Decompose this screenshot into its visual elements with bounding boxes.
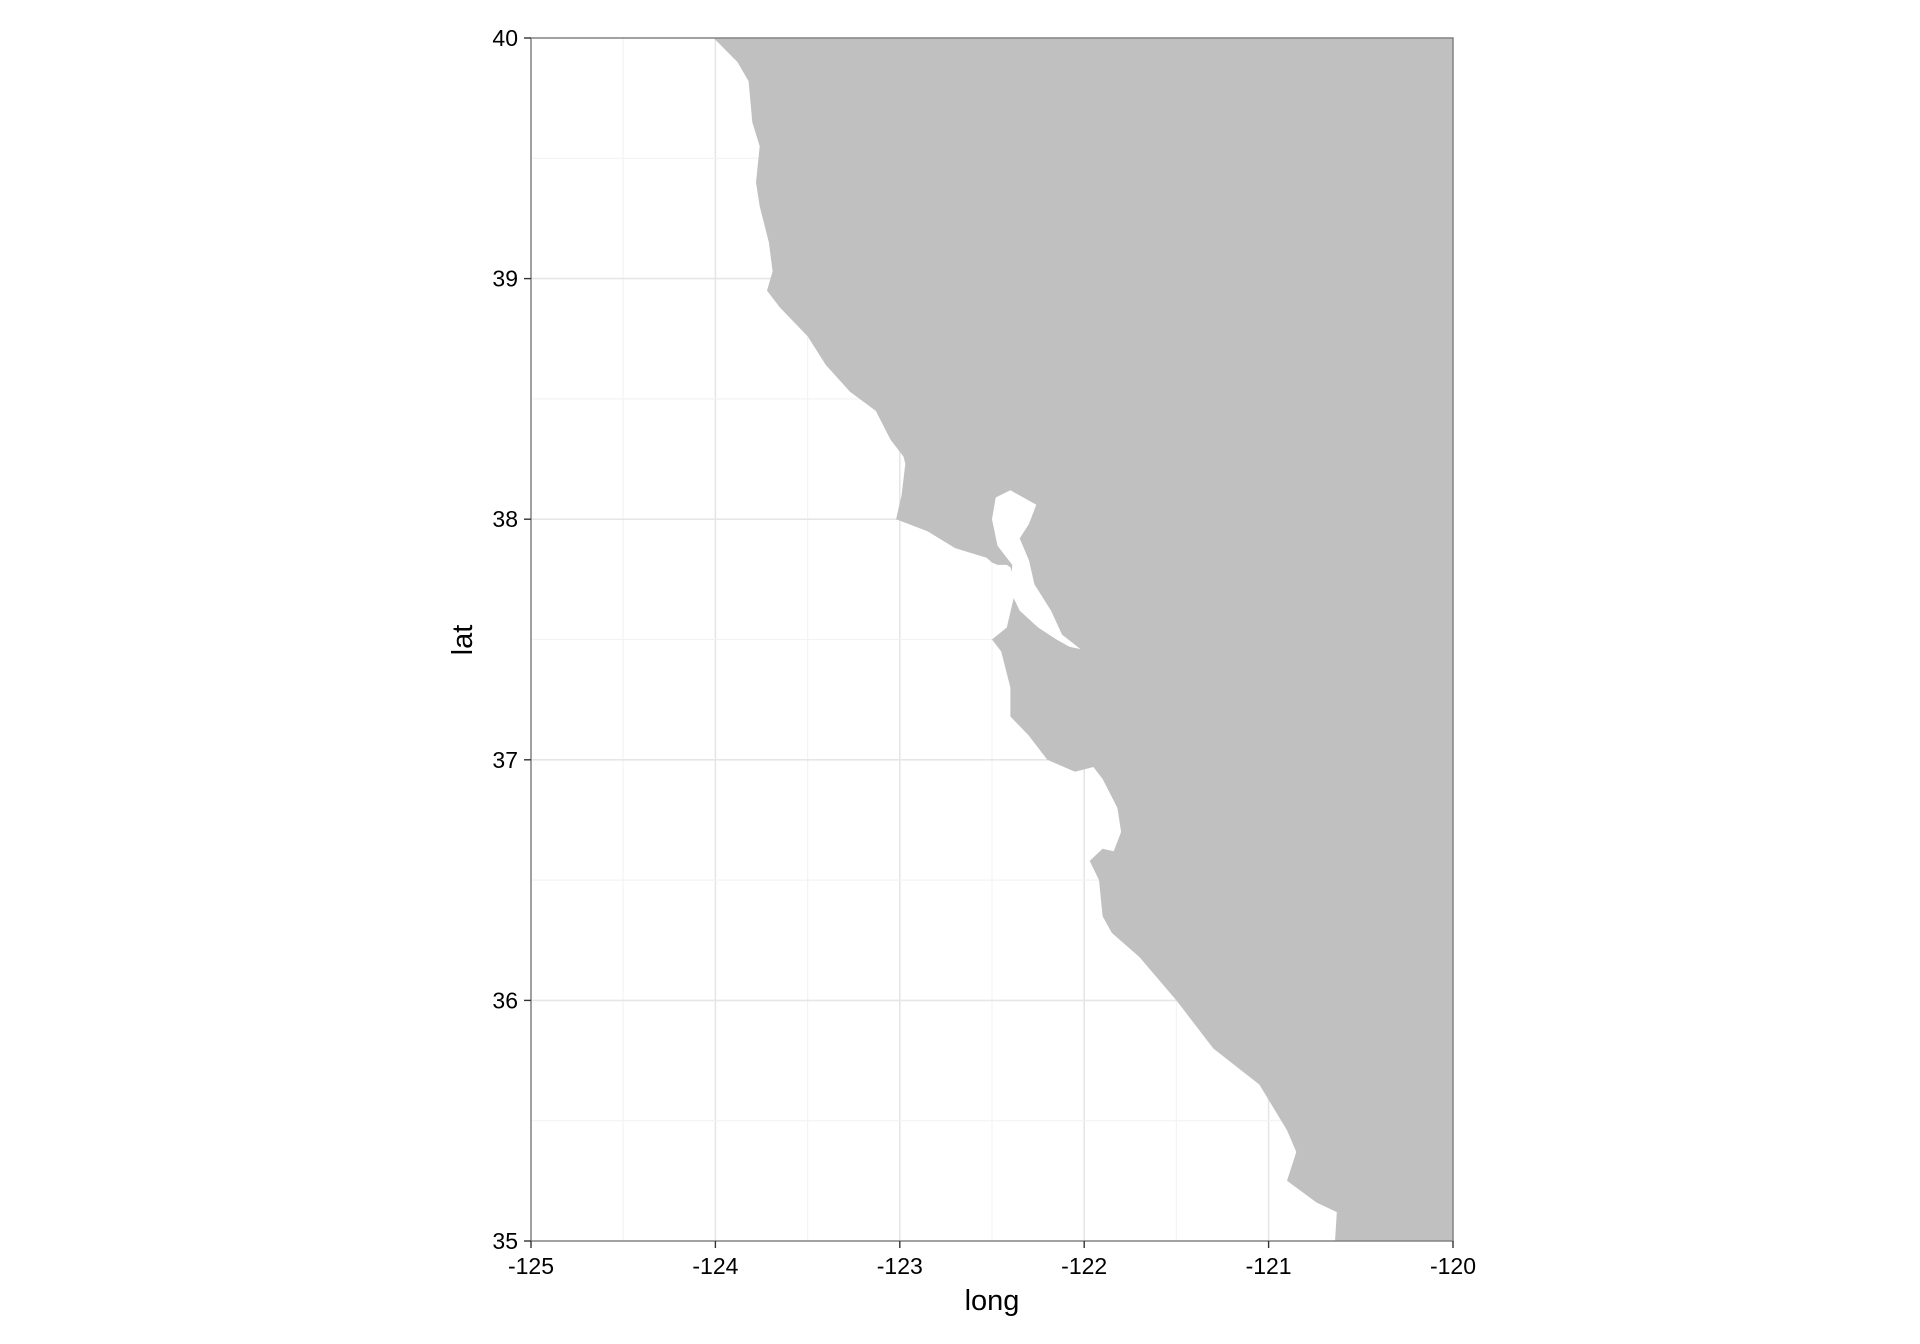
y-tick-label: 37 xyxy=(492,747,518,773)
y-tick-label: 35 xyxy=(492,1228,518,1254)
x-tick-label: -123 xyxy=(877,1253,923,1279)
y-tick-label: 36 xyxy=(492,987,518,1013)
san-francisco-bay xyxy=(992,490,1081,650)
panel-border xyxy=(530,37,1454,1242)
x-tick-label: -122 xyxy=(1061,1253,1107,1279)
x-axis-title: long xyxy=(965,1285,1020,1317)
x-axis: -125 -124 -123 -122 -121 -120 xyxy=(508,1241,1476,1279)
y-axis-title: lat xyxy=(447,625,479,656)
x-tick-label: -120 xyxy=(1430,1253,1476,1279)
y-axis: 35 36 37 38 39 40 xyxy=(492,25,531,1254)
x-tick-label: -125 xyxy=(508,1253,554,1279)
y-tick-label: 40 xyxy=(492,25,518,51)
y-tick-label: 38 xyxy=(492,506,518,532)
x-tick-label: -124 xyxy=(692,1253,738,1279)
x-tick-label: -121 xyxy=(1246,1253,1292,1279)
land-area xyxy=(713,38,1453,1241)
y-tick-label: 39 xyxy=(492,266,518,292)
